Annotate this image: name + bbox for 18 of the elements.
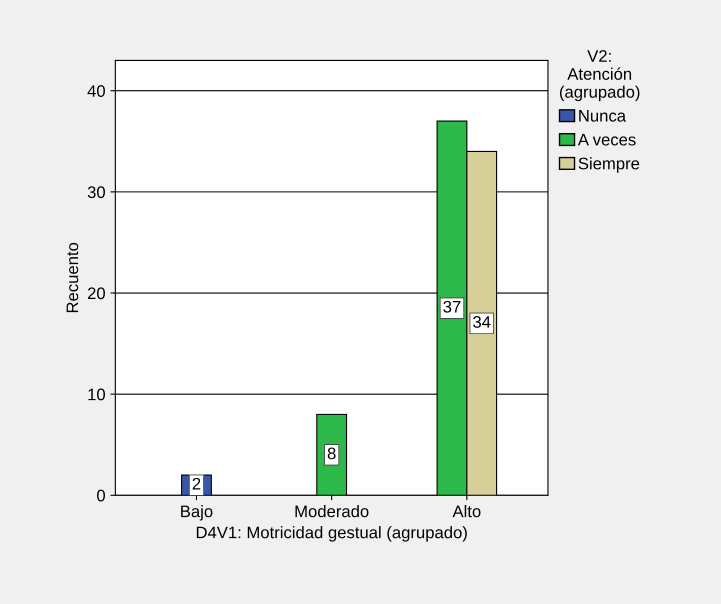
x-tick-label: Moderado [296,505,368,518]
x-axis-title: D4V1: Motricidad gestual (agrupado) [196,526,467,542]
data-label: 2 [192,478,200,490]
legend-label: A veces [578,134,636,146]
legend-label: Siempre [578,157,640,173]
legend-title: V2: Atención (agrupado) [560,50,640,102]
x-tick-label: Alto [452,505,481,518]
y-tick-label: 20 [88,287,105,300]
y-tick-label: 40 [87,85,105,97]
y-axis-title: Recuento [66,242,78,312]
legend-label: Nunca [579,110,626,122]
data-label: 34 [473,316,490,328]
y-tick-label: 10 [88,388,105,400]
x-tick-label: Bajo [181,505,212,521]
y-tick-label: 0 [97,490,105,502]
data-label: 37 [443,300,460,313]
data-label: 8 [328,448,336,460]
y-tick-label: 30 [88,186,105,198]
